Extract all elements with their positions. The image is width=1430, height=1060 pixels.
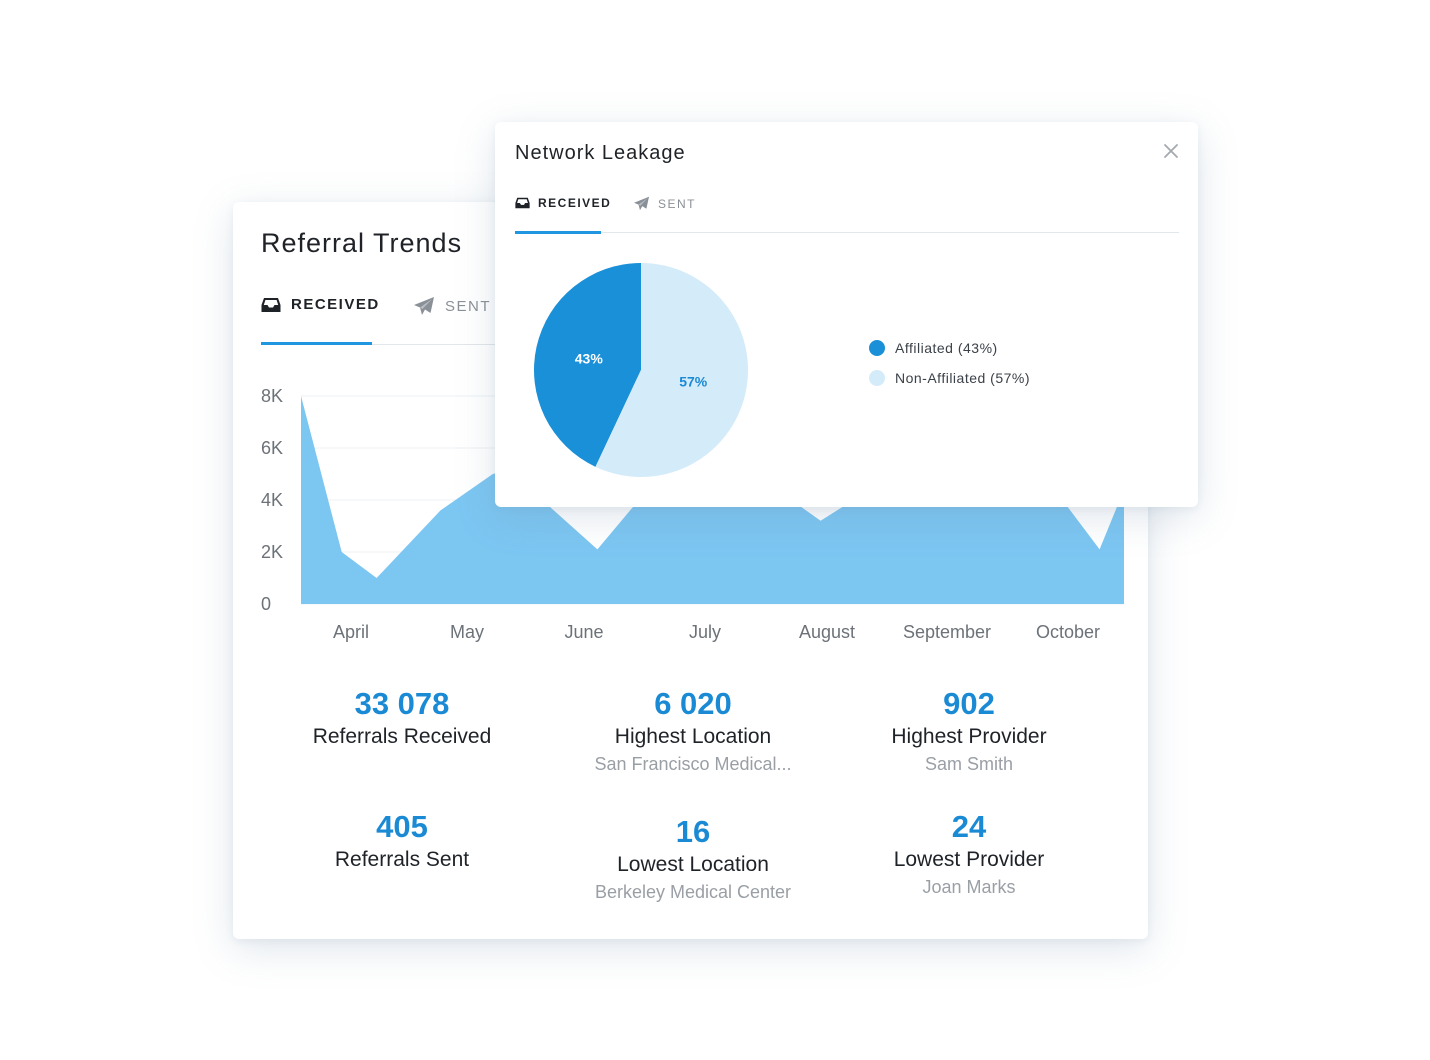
tab-received-label: RECEIVED: [538, 196, 612, 210]
stat-subtext: Joan Marks: [922, 877, 1016, 897]
x-tick-label: October: [1036, 622, 1100, 642]
x-tick-label: June: [564, 622, 603, 642]
paper-plane-icon: [634, 196, 649, 211]
inbox-icon: [261, 297, 281, 312]
stat-label: Highest Location: [614, 725, 772, 748]
stat-lowest-provider: 24 Lowest Provider Joan Marks: [829, 809, 1109, 899]
stat-value: 24: [951, 809, 987, 844]
pie-slice-label: 57%: [679, 374, 708, 390]
stat-value: 902: [943, 686, 995, 721]
tab-sent-label: SENT: [445, 297, 492, 315]
legend-item-non-affiliated: Non-Affiliated (57%): [869, 370, 1030, 386]
card-title: Network Leakage: [515, 142, 686, 164]
active-tab-indicator: [261, 342, 372, 345]
tab-received[interactable]: RECEIVED: [261, 296, 380, 313]
pie-slice-label: 43%: [575, 350, 604, 366]
x-tick-label: September: [903, 622, 991, 642]
tab-bar: RECEIVED SENT: [261, 292, 1061, 346]
active-tab-indicator: [515, 231, 601, 234]
tab-received-label: RECEIVED: [291, 296, 380, 313]
legend-label: Non-Affiliated (57%): [895, 370, 1031, 386]
inbox-icon: [515, 197, 530, 209]
card-title: Referral Trends: [261, 228, 463, 258]
y-tick-label: 8K: [261, 386, 283, 406]
pie-slice-affiliated: [534, 263, 641, 467]
stat-label: Referrals Sent: [334, 848, 470, 871]
stat-referrals-sent: 405 Referrals Sent: [262, 809, 542, 875]
paper-plane-icon: [414, 297, 434, 315]
x-tick-label: August: [799, 622, 855, 642]
stat-label: Lowest Provider: [893, 848, 1045, 871]
stat-label: Referrals Received: [312, 725, 492, 748]
pie-legend: Affiliated (43%) Non-Affiliated (57%): [869, 340, 1030, 400]
x-tick-label: May: [450, 622, 484, 642]
tab-sent-label: SENT: [658, 196, 697, 211]
stat-value: 405: [376, 809, 428, 844]
network-leakage-card: Network Leakage RECEIVED SENT 43% 57% Aff…: [495, 122, 1198, 507]
stat-subtext: Sam Smith: [924, 754, 1014, 774]
tab-sent[interactable]: SENT: [633, 196, 696, 211]
legend-label: Affiliated (43%): [895, 340, 998, 356]
stat-referrals-received: 33 078 Referrals Received: [262, 686, 542, 752]
stat-value: 16: [675, 814, 711, 849]
network-leakage-pie-chart: 43% 57%: [534, 263, 748, 477]
stat-highest-location: 6 020 Highest Location San Francisco Med…: [553, 686, 833, 776]
y-tick-label: 4K: [261, 490, 283, 510]
stat-value: 33 078: [354, 686, 450, 721]
tab-bar: RECEIVED SENT: [515, 194, 1179, 234]
tab-sent[interactable]: SENT: [413, 296, 491, 316]
tab-divider: [515, 232, 1179, 233]
y-tick-label: 2K: [261, 542, 283, 562]
legend-item-affiliated: Affiliated (43%): [869, 340, 1030, 356]
stat-highest-provider: 902 Highest Provider Sam Smith: [829, 686, 1109, 776]
stat-label: Highest Provider: [891, 725, 1047, 748]
x-tick-label: July: [689, 622, 721, 642]
stat-subtext: San Francisco Medical...: [594, 754, 792, 774]
stat-lowest-location: 16 Lowest Location Berkeley Medical Cent…: [553, 814, 833, 904]
stat-value: 6 020: [654, 686, 732, 721]
legend-swatch-affiliated: [869, 340, 885, 356]
legend-swatch-non-affiliated: [869, 370, 885, 386]
close-icon[interactable]: [1160, 140, 1182, 162]
stat-label: Lowest Location: [617, 853, 769, 876]
pie-slice-non-affiliated: [595, 263, 748, 477]
y-tick-label: 0: [261, 594, 271, 614]
stat-subtext: Berkeley Medical Center: [594, 882, 792, 902]
tab-received[interactable]: RECEIVED: [515, 196, 611, 210]
y-tick-label: 6K: [261, 438, 283, 458]
x-tick-label: April: [333, 622, 369, 642]
